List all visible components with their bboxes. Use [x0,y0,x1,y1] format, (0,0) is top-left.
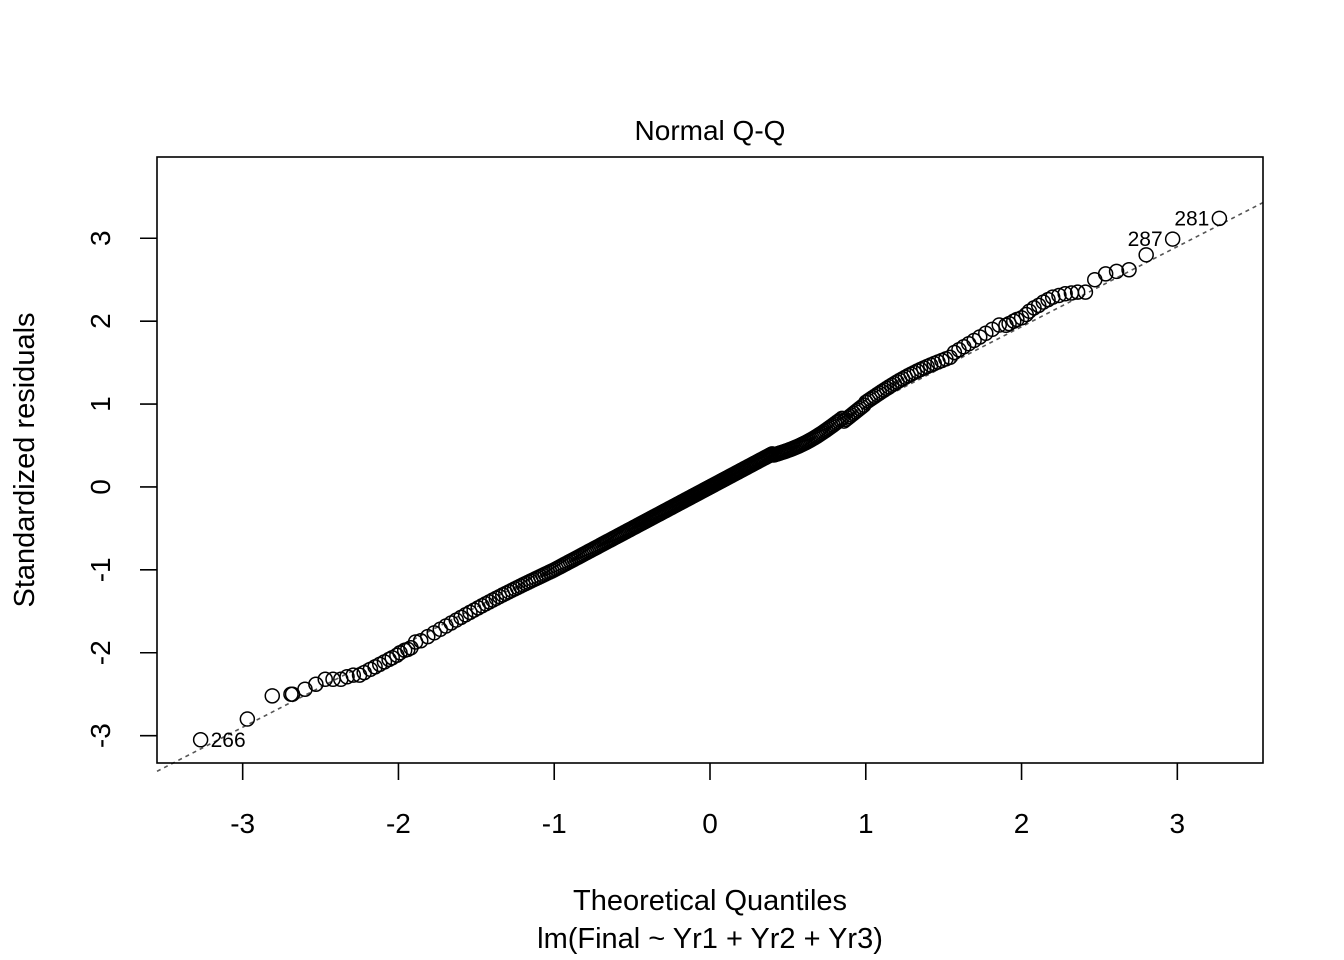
data-point [264,688,281,704]
data-point [1001,315,1017,332]
x-tick-label: -1 [542,808,567,839]
data-point [828,414,845,431]
y-axis: -3 -2 -1 0 1 2 3 [85,230,157,748]
data-point [1097,266,1114,282]
point-label-281: 281 [1174,207,1209,230]
y-tick-label: 3 [85,230,116,246]
point-label-266: 266 [211,729,246,752]
data-point [339,669,355,685]
y-tick-label: 0 [85,479,116,495]
data-point [1164,231,1181,247]
y-tick-label: -2 [85,640,116,665]
x-tick-label: 1 [858,808,874,839]
data-point [1108,263,1125,280]
data-point [1035,294,1052,310]
data-point [239,711,256,727]
data-point [192,732,209,748]
chart-title: Normal Q-Q [635,115,786,146]
point-label-287: 287 [1128,228,1163,251]
data-points-group [192,210,1228,748]
data-point [998,317,1014,334]
point-labels-group: 266 287 281 [211,207,1210,751]
data-point [308,676,324,692]
data-point [1063,285,1080,301]
x-tick-label: -2 [386,808,411,839]
data-point [991,317,1007,333]
data-point [345,667,362,683]
x-tick-label: 0 [702,808,718,839]
data-point [946,344,963,361]
data-point [1051,287,1067,304]
data-point [317,671,333,688]
data-point [1018,306,1034,323]
data-point [951,341,967,358]
data-point [1087,271,1103,288]
y-tick-label: -3 [85,723,116,748]
data-point [942,349,958,366]
x-tick-label: -3 [230,808,255,839]
x-tick-label: 2 [1014,808,1030,839]
y-tick-label: 2 [85,313,116,329]
x-axis: -3 -2 -1 0 1 2 3 [230,763,1185,839]
data-point [1138,247,1154,263]
data-point [284,686,301,702]
model-formula-label: lm(Final ~ Yr1 + Yr2 + Yr3) [537,923,883,955]
y-tick-label: -1 [85,557,116,582]
data-point [1211,210,1228,227]
data-point [325,671,341,688]
x-tick-label: 3 [1170,808,1186,839]
y-axis-label: Standardized residuals [9,312,41,607]
y-tick-label: 1 [85,396,116,412]
x-axis-label: Theoretical Quantiles [573,885,847,917]
data-point [1121,261,1137,278]
data-point [1069,284,1086,300]
